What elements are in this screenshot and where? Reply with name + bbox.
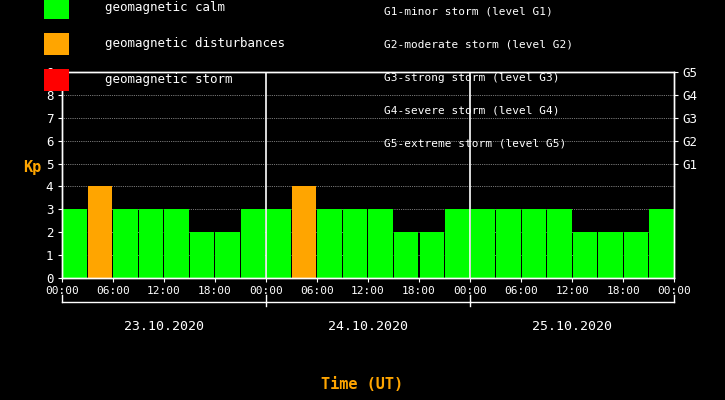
Bar	[266, 209, 291, 278]
Text: Time (UT): Time (UT)	[321, 377, 404, 392]
Text: G1-minor storm (level G1): G1-minor storm (level G1)	[384, 7, 553, 17]
Bar	[88, 186, 112, 278]
Bar	[573, 232, 597, 278]
Bar	[598, 232, 623, 278]
Text: G3-strong storm (level G3): G3-strong storm (level G3)	[384, 73, 560, 83]
Bar	[343, 209, 368, 278]
Bar	[420, 232, 444, 278]
Bar	[394, 232, 418, 278]
Bar	[165, 209, 189, 278]
Bar	[318, 209, 342, 278]
Bar	[445, 209, 470, 278]
Bar	[547, 209, 571, 278]
Bar	[368, 209, 393, 278]
Bar	[471, 209, 495, 278]
Bar	[521, 209, 546, 278]
Text: 23.10.2020: 23.10.2020	[124, 320, 204, 332]
Bar	[241, 209, 265, 278]
Bar	[649, 209, 674, 278]
Text: geomagnetic calm: geomagnetic calm	[105, 2, 225, 14]
Bar	[292, 186, 316, 278]
Bar	[215, 232, 240, 278]
Bar	[496, 209, 521, 278]
Bar	[62, 209, 87, 278]
Bar	[190, 232, 215, 278]
Text: 24.10.2020: 24.10.2020	[328, 320, 408, 332]
Bar	[138, 209, 163, 278]
Y-axis label: Kp: Kp	[22, 160, 41, 175]
Text: geomagnetic storm: geomagnetic storm	[105, 74, 233, 86]
Text: G4-severe storm (level G4): G4-severe storm (level G4)	[384, 106, 560, 116]
Text: G2-moderate storm (level G2): G2-moderate storm (level G2)	[384, 40, 573, 50]
Text: geomagnetic disturbances: geomagnetic disturbances	[105, 38, 285, 50]
Text: G5-extreme storm (level G5): G5-extreme storm (level G5)	[384, 138, 566, 148]
Bar	[624, 232, 648, 278]
Bar	[113, 209, 138, 278]
Text: 25.10.2020: 25.10.2020	[532, 320, 612, 332]
